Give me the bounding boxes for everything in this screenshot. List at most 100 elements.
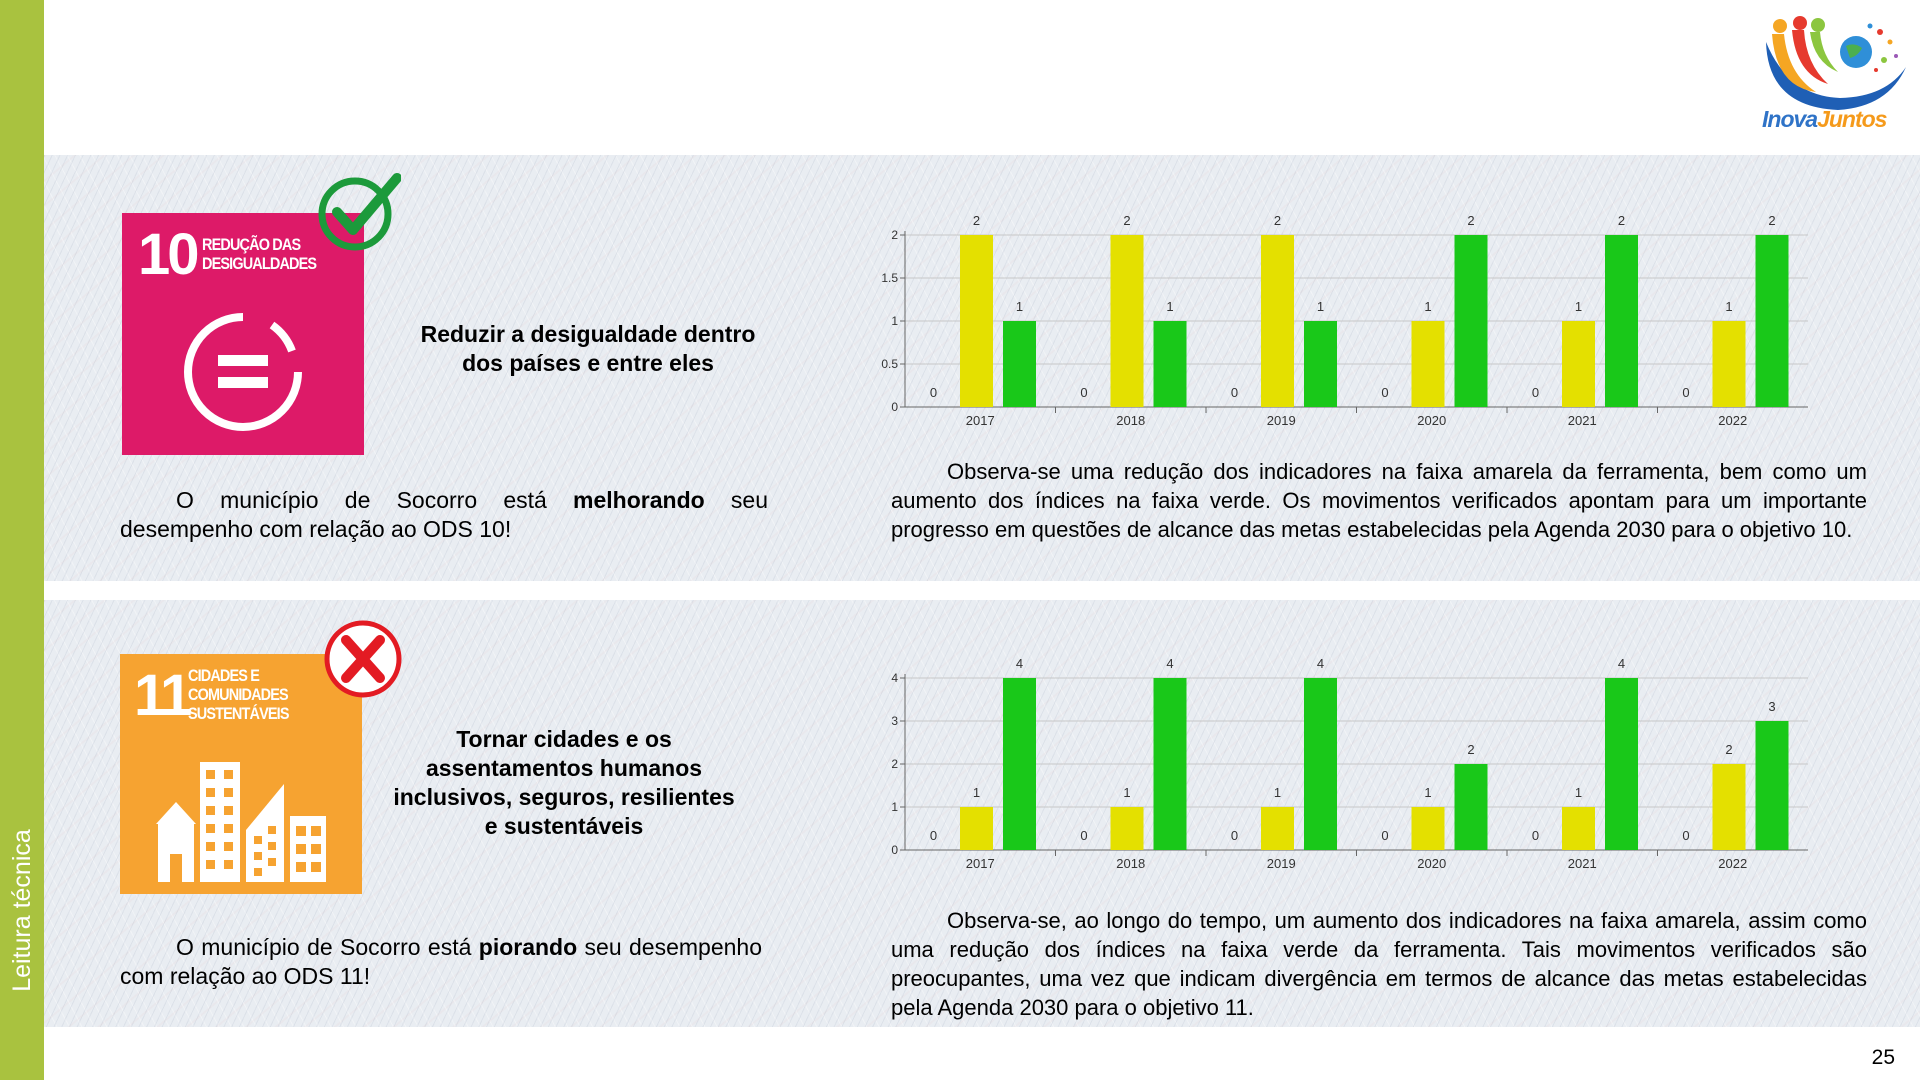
x-tick-label: 2022 [1718,413,1747,428]
y-tick-label: 0 [891,400,898,414]
goal11-status: O município de Socorro está piorando seu… [120,933,762,991]
page-number: 25 [1871,1046,1895,1069]
bar [1153,321,1187,407]
bar [960,807,993,850]
y-tick-label: 1 [891,800,898,814]
goal11-title-line2: assentamentos humanos [425,755,703,781]
logo-wordmark: InovaJuntos [1762,106,1887,133]
data-label: 0 [930,828,937,843]
data-label: 0 [1682,385,1689,400]
bar [1003,678,1036,850]
bar [1304,321,1337,407]
sdg11-name-line1: CIDADES E [188,666,260,685]
data-label: 0 [1682,828,1689,843]
bar [1454,235,1488,407]
data-label: 1 [1123,785,1130,800]
sdg10-icon: 10 REDUÇÃO DAS DESIGUALDADES [122,213,364,455]
goal10-status-before: O município de Socorro está [176,487,574,513]
data-label: 1 [1725,299,1732,314]
x-tick-label: 2018 [1116,413,1145,428]
data-label: 0 [1080,828,1087,843]
inova-juntos-logo [1766,16,1906,110]
data-label: 0 [1381,385,1388,400]
bar [1755,721,1789,850]
bar [1153,678,1187,850]
bar [1454,764,1488,850]
bar [1755,235,1789,407]
y-tick-label: 0.5 [881,357,898,371]
data-label: 3 [1768,699,1775,714]
bar [1562,807,1595,850]
data-label: 2 [1467,213,1474,228]
city-buildings-icon [156,762,326,882]
sdg11-name: CIDADES E COMUNIDADES SUSTENTÁVEIS [188,666,289,723]
bar [1110,807,1144,850]
x-tick-label: 2021 [1568,856,1597,871]
data-label: 4 [1166,656,1173,671]
goal11-analysis-text: Observa-se, ao longo do tempo, um aument… [891,908,1867,1020]
x-icon [324,620,402,698]
y-tick-label: 1.5 [881,271,898,285]
data-label: 0 [1231,385,1238,400]
goal10-status: O município de Socorro está melhorando s… [120,486,768,544]
x-tick-label: 2019 [1267,856,1296,871]
data-label: 2 [1123,213,1130,228]
x-tick-label: 2019 [1267,413,1296,428]
y-tick-label: 1 [891,314,898,328]
bar [1712,321,1746,407]
data-label: 4 [1317,656,1324,671]
goal10-status-bold: melhorando [573,487,705,513]
bar [1304,678,1337,850]
bar [1411,321,1445,407]
logo-wordmark-part1: Inova [1762,106,1818,132]
x-tick-label: 2022 [1718,856,1747,871]
sdg11-icon: 11 CIDADES E COMUNIDADES SUSTENTÁVEIS [120,654,362,894]
goal11-title-line1: Tornar cidades e os [456,726,672,752]
data-label: 2 [1467,742,1474,757]
sidebar-label: Leitura técnica [7,828,36,992]
data-label: 0 [1231,828,1238,843]
bar [1605,235,1638,407]
data-label: 1 [1274,785,1281,800]
x-tick-label: 2017 [966,413,995,428]
goal10-status-after: seu desempenho com relação ao ODS 10! [120,487,768,542]
bar [960,235,993,407]
data-label: 0 [1080,385,1087,400]
data-label: 2 [1768,213,1775,228]
goal11-status-before: O município de Socorro está [176,934,479,960]
goal11-status-after: seu desempenho com relação ao ODS 11! [120,934,762,989]
x-tick-label: 2018 [1116,856,1145,871]
x-tick-label: 2020 [1417,413,1446,428]
x-tick-label: 2017 [966,856,995,871]
bar [1261,807,1294,850]
goal11-analysis: Observa-se, ao longo do tempo, um aument… [891,906,1867,1022]
data-label: 0 [930,385,937,400]
data-label: 1 [1575,785,1582,800]
y-tick-label: 3 [891,714,898,728]
goal10-analysis: Observa-se uma redução dos indicadores n… [891,457,1867,544]
x-tick-label: 2020 [1417,856,1446,871]
bar [1110,235,1144,407]
goal11-title: Tornar cidades e os assentamentos humano… [364,725,764,841]
sdg11-name-line3: SUSTENTÁVEIS [188,704,289,723]
goal10-title-line1: Reduzir a desigualdade dentro [420,321,756,347]
sdg10-name-line1: REDUÇÃO DAS [202,235,301,254]
data-label: 4 [1016,656,1023,671]
sdg11-name-line2: COMUNIDADES [188,685,289,704]
bar [1261,235,1294,407]
bar [1562,321,1595,407]
data-label: 0 [1532,385,1539,400]
goal11-title-line4: e sustentáveis [484,813,644,839]
goal10-title: Reduzir a desigualdade dentro dos países… [388,320,788,378]
goal10-analysis-text: Observa-se uma redução dos indicadores n… [891,459,1867,542]
data-label: 1 [973,785,980,800]
y-tick-label: 4 [891,671,898,685]
y-tick-label: 0 [891,843,898,857]
y-tick-label: 2 [891,228,898,242]
sdg10-name-line2: DESIGUALDADES [202,254,317,273]
data-label: 2 [1725,742,1732,757]
data-label: 4 [1618,656,1625,671]
data-label: 2 [973,213,980,228]
goal11-status-bold: piorando [478,934,578,960]
ods10-bar-chart: 00.511.520212017021201802120190122020012… [881,213,1808,428]
